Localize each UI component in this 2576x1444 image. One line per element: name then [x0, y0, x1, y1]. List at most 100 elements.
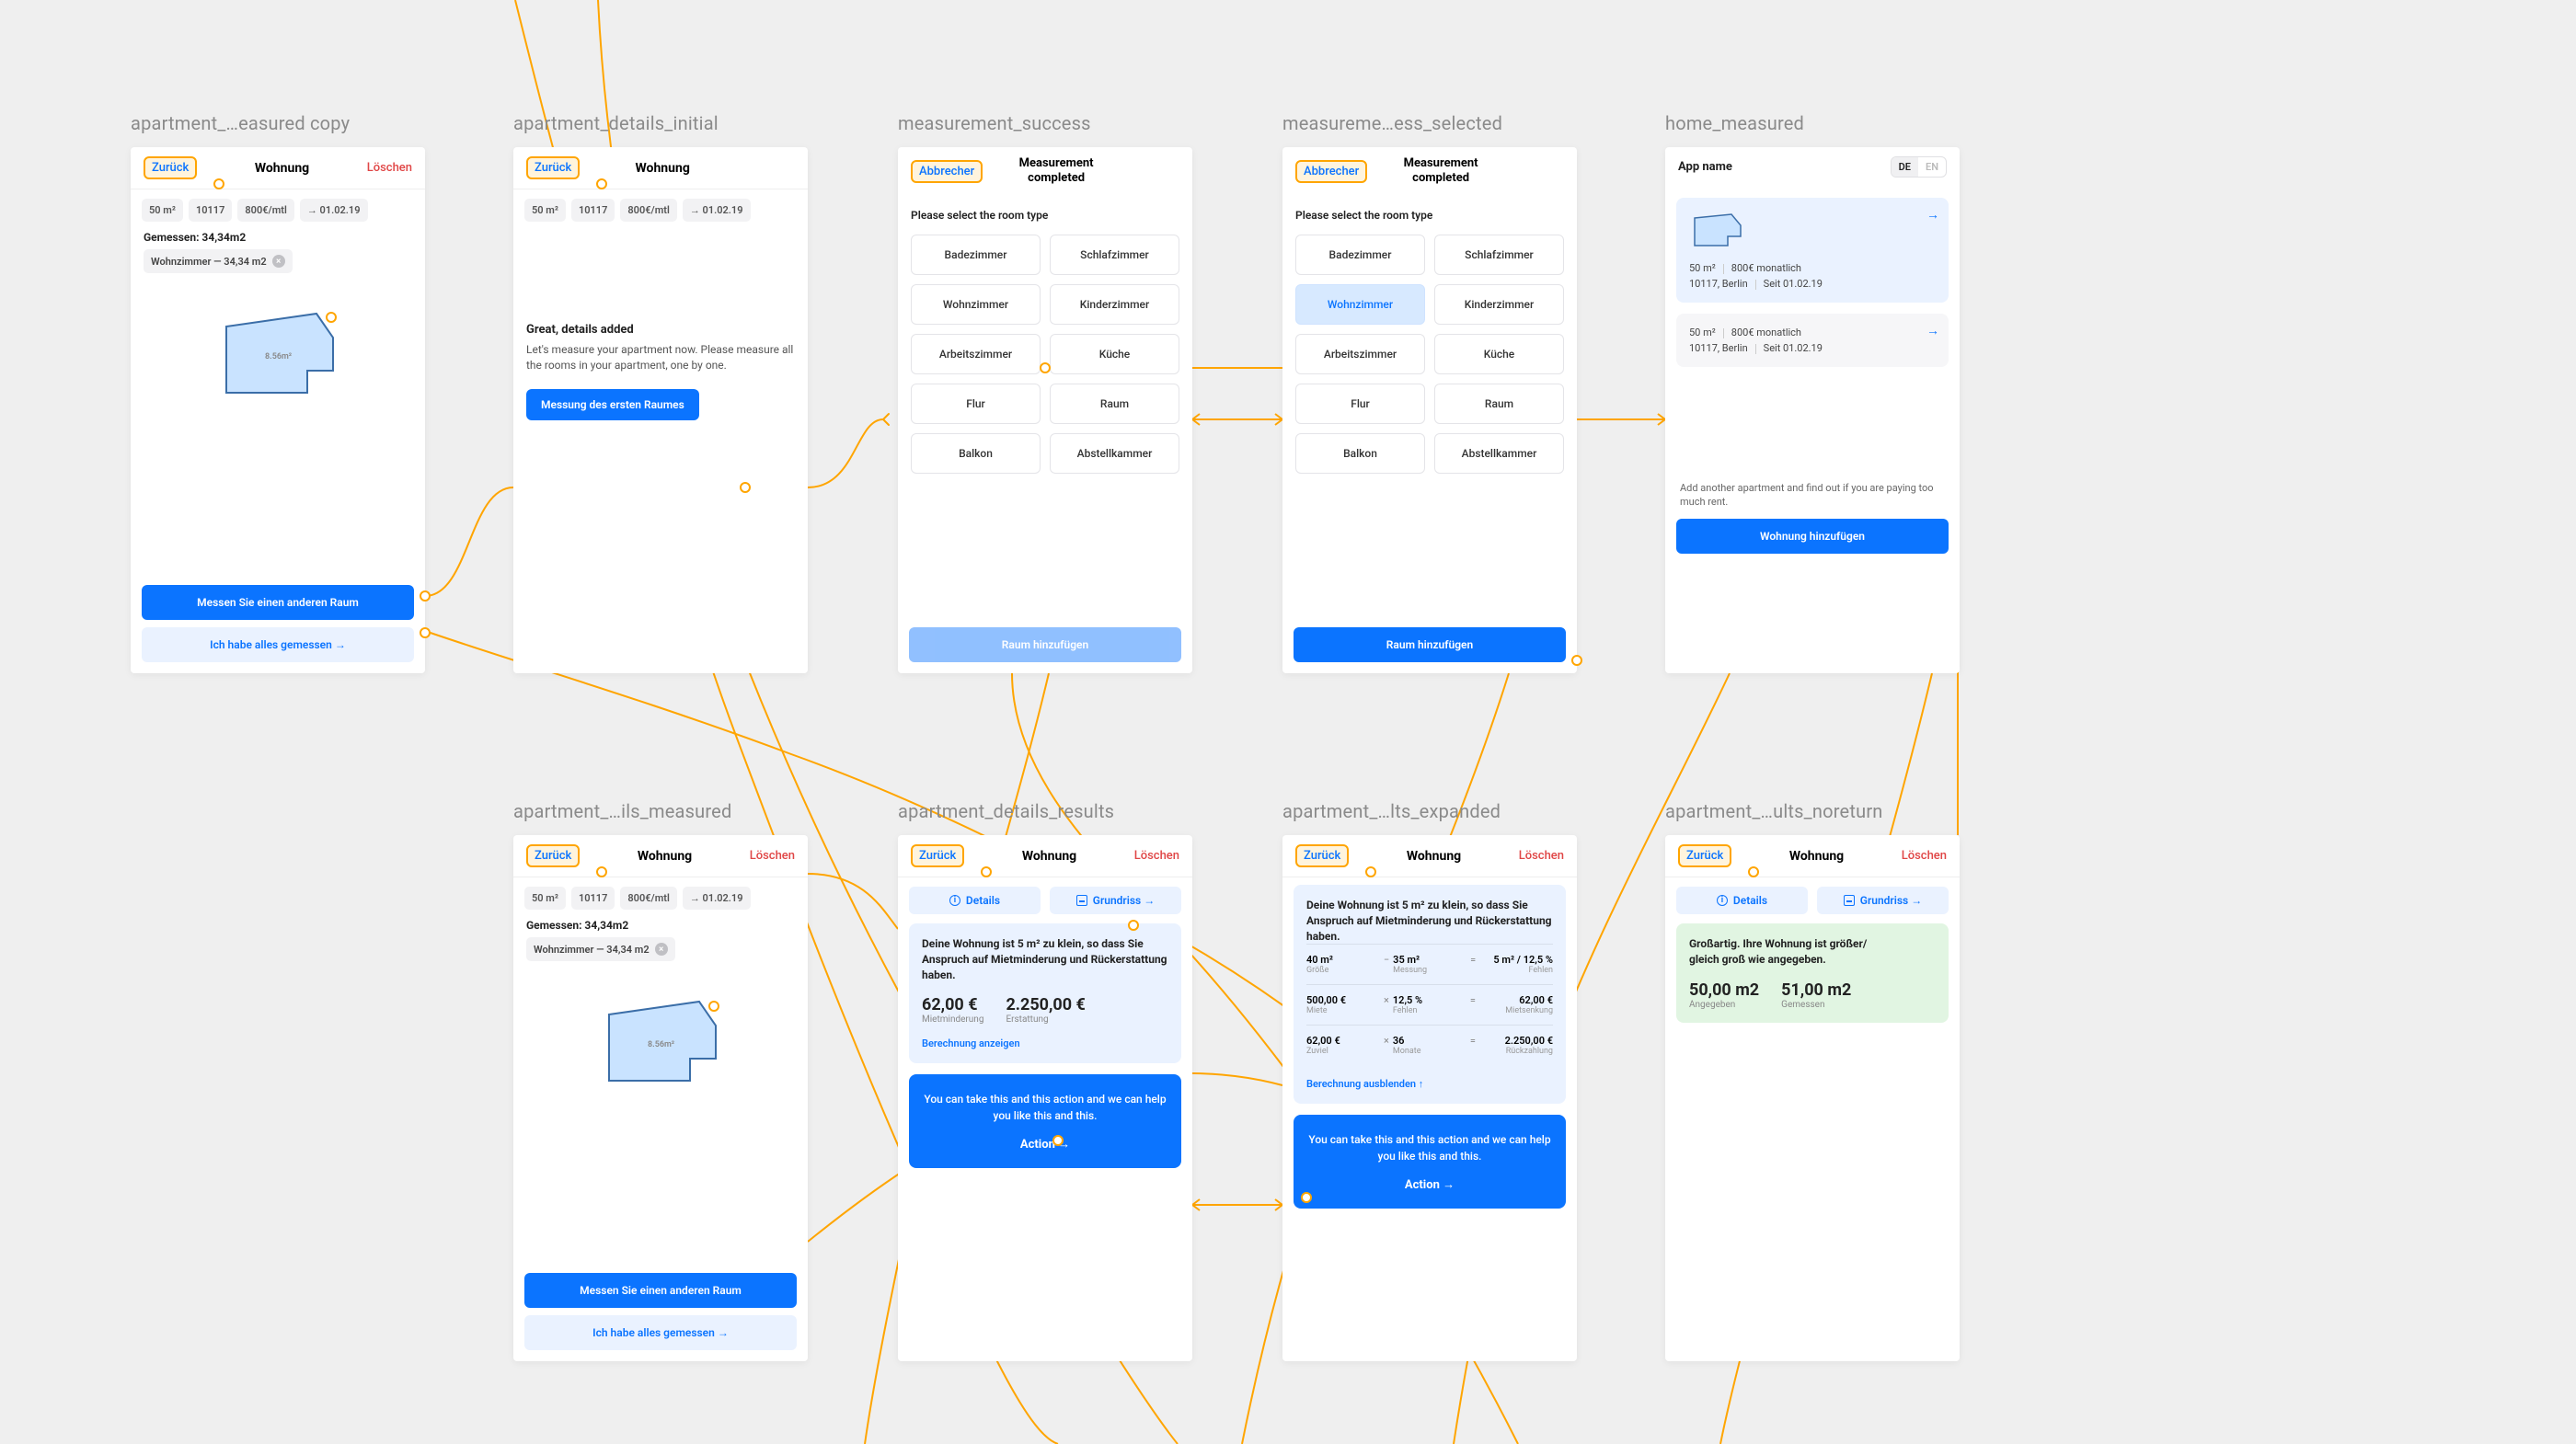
select-room-prompt: Please select the room type: [898, 196, 1192, 235]
room-option[interactable]: Balkon: [911, 433, 1041, 474]
room-type-grid: Badezimmer Schlafzimmer Wohnzimmer Kinde…: [898, 235, 1192, 474]
room-option[interactable]: Kinderzimmer: [1050, 284, 1179, 325]
tab-floorplan[interactable]: Grundriss →: [1817, 887, 1949, 914]
back-button[interactable]: Zurück: [144, 156, 197, 179]
done-measuring-button[interactable]: Ich habe alles gemessen →: [142, 627, 414, 662]
room-option[interactable]: Schlafzimmer: [1050, 235, 1179, 275]
tab-details[interactable]: Details: [1676, 887, 1808, 914]
frame-home-measured[interactable]: App name DE EN → 50 m²800€ monatlich 101…: [1665, 147, 1960, 673]
room-option[interactable]: Küche: [1050, 334, 1179, 374]
back-button[interactable]: Zurück: [526, 156, 580, 179]
frame-label: measureme…ess_selected: [1282, 112, 1502, 134]
apartment-meta-1: 50 m²800€ monatlich: [1689, 262, 1936, 274]
room-option[interactable]: Balkon: [1295, 433, 1425, 474]
start-measurement-button[interactable]: Messung des ersten Raumes: [526, 389, 699, 420]
frame-apartment-details-results[interactable]: Zurück Wohnung Löschen Details Grundriss…: [898, 835, 1192, 1361]
chip-zip[interactable]: 10117: [571, 199, 615, 222]
lang-de[interactable]: DE: [1892, 157, 1918, 177]
open-arrow-icon[interactable]: →: [1926, 323, 1939, 338]
cancel-button[interactable]: Abbrecher: [1295, 160, 1367, 183]
tab-details[interactable]: Details: [909, 887, 1041, 914]
room-option[interactable]: Flur: [1295, 384, 1425, 424]
show-calculation-link[interactable]: Berechnung anzeigen: [922, 1037, 1020, 1049]
hide-calculation-link[interactable]: Berechnung ausblenden ↑: [1306, 1078, 1423, 1090]
chip-date[interactable]: → 01.02.19: [683, 887, 751, 910]
room-option[interactable]: Wohnzimmer: [911, 284, 1041, 325]
room-option[interactable]: Arbeitszimmer: [1295, 334, 1425, 374]
delete-button[interactable]: Löschen: [1902, 849, 1947, 863]
action-card-button[interactable]: Action →: [1308, 1177, 1551, 1192]
detail-chips: 50 m² 10117 800€/mtl → 01.02.19: [131, 189, 425, 222]
nav-bar: Zurück Wohnung Löschen: [1665, 835, 1960, 877]
floorplan-diagram: 8.56m²: [587, 989, 734, 1099]
room-option[interactable]: Abstellkammer: [1434, 433, 1564, 474]
apartment-card[interactable]: → 50 m²800€ monatlich 10117, BerlinSeit …: [1676, 198, 1949, 303]
room-tag[interactable]: Wohnzimmer — 34,34 m2 ×: [144, 249, 293, 273]
lang-en[interactable]: EN: [1918, 157, 1946, 177]
frame-measurement-success[interactable]: Abbrecher Measurement completed Please s…: [898, 147, 1192, 673]
frame-apartment-details-measured[interactable]: Zurück Wohnung Löschen 50 m² 10117 800€/…: [513, 835, 808, 1361]
action-card[interactable]: You can take this and this action and we…: [1294, 1115, 1566, 1209]
chip-zip[interactable]: 10117: [189, 199, 232, 222]
remove-room-icon[interactable]: ×: [655, 943, 668, 956]
room-option[interactable]: Badezimmer: [1295, 235, 1425, 275]
cancel-button[interactable]: Abbrecher: [911, 160, 983, 183]
room-tag[interactable]: Wohnzimmer — 34,34 m2 ×: [526, 937, 675, 961]
room-option[interactable]: Küche: [1434, 334, 1564, 374]
room-option[interactable]: Schlafzimmer: [1434, 235, 1564, 275]
back-button[interactable]: Zurück: [1678, 844, 1731, 867]
reduction-label: Mietminderung: [922, 1014, 983, 1025]
frame-label: apartment_…easured copy: [131, 112, 350, 134]
delete-button[interactable]: Löschen: [750, 849, 795, 863]
tab-floorplan[interactable]: Grundriss →: [1050, 887, 1181, 914]
language-toggle[interactable]: DE EN: [1891, 156, 1947, 178]
frame-apartment-results-expanded[interactable]: Zurück Wohnung Löschen Deine Wohnung ist…: [1282, 835, 1577, 1361]
chip-rent[interactable]: 800€/mtl: [237, 199, 293, 222]
room-option[interactable]: Raum: [1434, 384, 1564, 424]
room-option[interactable]: Kinderzimmer: [1434, 284, 1564, 325]
frame-measurement-selected[interactable]: Abbrecher Measurement completed Please s…: [1282, 147, 1577, 673]
chip-zip[interactable]: 10117: [571, 887, 615, 910]
add-apartment-button[interactable]: Wohnung hinzufügen: [1676, 519, 1949, 554]
apartment-card-secondary[interactable]: → 50 m²800€ monatlich 10117, BerlinSeit …: [1676, 314, 1949, 367]
action-card[interactable]: You can take this and this action and we…: [909, 1074, 1181, 1168]
frame-apartment-measured-copy[interactable]: Zurück Wohnung Löschen 50 m² 10117 800€/…: [131, 147, 425, 673]
chip-date[interactable]: → 01.02.19: [683, 199, 751, 222]
measure-another-room-button[interactable]: Messen Sie einen anderen Raum: [142, 585, 414, 620]
room-option[interactable]: Flur: [911, 384, 1041, 424]
action-card-button[interactable]: Action →: [924, 1137, 1167, 1152]
frame-label: apartment_details_initial: [513, 112, 719, 134]
chip-rent[interactable]: 800€/mtl: [620, 199, 676, 222]
delete-button[interactable]: Löschen: [1134, 849, 1179, 863]
measure-another-room-button[interactable]: Messen Sie einen anderen Raum: [524, 1273, 797, 1308]
results-ok-headline: Großartig. Ihre Wohnung ist größer/ glei…: [1689, 936, 1936, 968]
remove-room-icon[interactable]: ×: [272, 255, 285, 268]
room-option-selected[interactable]: Wohnzimmer: [1295, 284, 1425, 325]
back-button[interactable]: Zurück: [526, 844, 580, 867]
floorplan-area-label: 8.56m²: [648, 1040, 674, 1049]
design-canvas: apartment_…easured copy Zurück Wohnung L…: [0, 0, 2576, 1444]
done-measuring-button[interactable]: Ich habe alles gemessen →: [524, 1315, 797, 1350]
refund-label: Erstattung: [1006, 1014, 1085, 1025]
frame-label: apartment_…ils_measured: [513, 800, 731, 822]
delete-button[interactable]: Löschen: [1519, 849, 1564, 863]
back-button[interactable]: Zurück: [1295, 844, 1349, 867]
frame-apartment-results-noreturn[interactable]: Zurück Wohnung Löschen Details Grundriss…: [1665, 835, 1960, 1361]
chip-size[interactable]: 50 m²: [142, 199, 183, 222]
back-button[interactable]: Zurück: [911, 844, 964, 867]
room-option[interactable]: Badezimmer: [911, 235, 1041, 275]
add-room-button[interactable]: Raum hinzufügen: [1294, 627, 1566, 662]
room-option[interactable]: Abstellkammer: [1050, 433, 1179, 474]
nav-bar: Abbrecher Measurement completed: [898, 147, 1192, 196]
delete-button[interactable]: Löschen: [367, 161, 412, 175]
chip-size[interactable]: 50 m²: [524, 199, 566, 222]
chip-date[interactable]: → 01.02.19: [300, 199, 368, 222]
declared-value: 50,00 m2: [1689, 980, 1759, 1000]
chip-size[interactable]: 50 m²: [524, 887, 566, 910]
tabs: Details Grundriss →: [898, 877, 1192, 923]
frame-apartment-details-initial[interactable]: Zurück Wohnung 50 m² 10117 800€/mtl → 01…: [513, 147, 808, 673]
room-option[interactable]: Raum: [1050, 384, 1179, 424]
chip-rent[interactable]: 800€/mtl: [620, 887, 676, 910]
room-option[interactable]: Arbeitszimmer: [911, 334, 1041, 374]
open-arrow-icon[interactable]: →: [1926, 207, 1939, 223]
